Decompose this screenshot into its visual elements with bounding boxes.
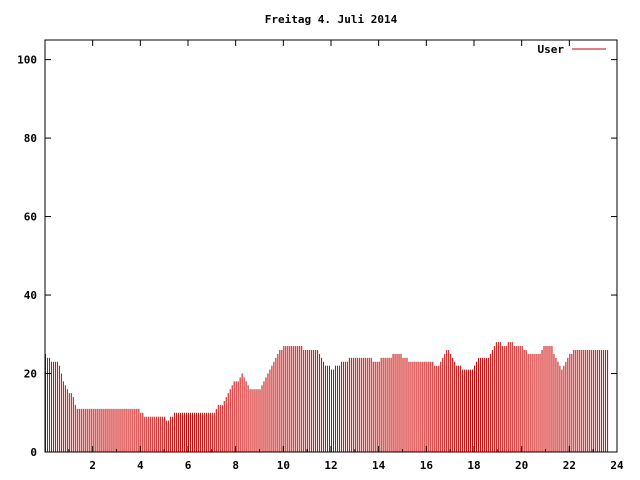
x-tick-label: 10 [277, 459, 290, 472]
y-tick-label: 100 [17, 54, 37, 67]
x-axis: 2 4 6 8 10 12 14 16 18 20 22 24 [68, 40, 624, 472]
x-tick-label: 22 [563, 459, 576, 472]
y-tick-label: 60 [24, 211, 37, 224]
y-tick-label: 40 [24, 289, 37, 302]
x-tick-label: 16 [420, 459, 434, 472]
x-tick-label: 14 [372, 459, 386, 472]
x-tick-label: 4 [137, 459, 144, 472]
x-tick-label: 8 [232, 459, 239, 472]
series-bars [45, 342, 609, 452]
x-tick-label: 2 [89, 459, 96, 472]
x-tick-label: 12 [324, 459, 337, 472]
x-tick-label: 6 [185, 459, 192, 472]
x-tick-label: 20 [515, 459, 528, 472]
x-tick-label: 18 [467, 459, 480, 472]
y-tick-label: 20 [24, 368, 37, 381]
chart-title: Freitag 4. Juli 2014 [265, 13, 398, 26]
y-tick-label: 80 [24, 132, 37, 145]
y-axis: 0 20 40 60 80 100 [17, 54, 617, 459]
legend: User [538, 43, 606, 56]
y-tick-label: 0 [30, 446, 37, 459]
legend-entry-user: User [538, 43, 565, 56]
x-tick-label: 24 [610, 459, 624, 472]
